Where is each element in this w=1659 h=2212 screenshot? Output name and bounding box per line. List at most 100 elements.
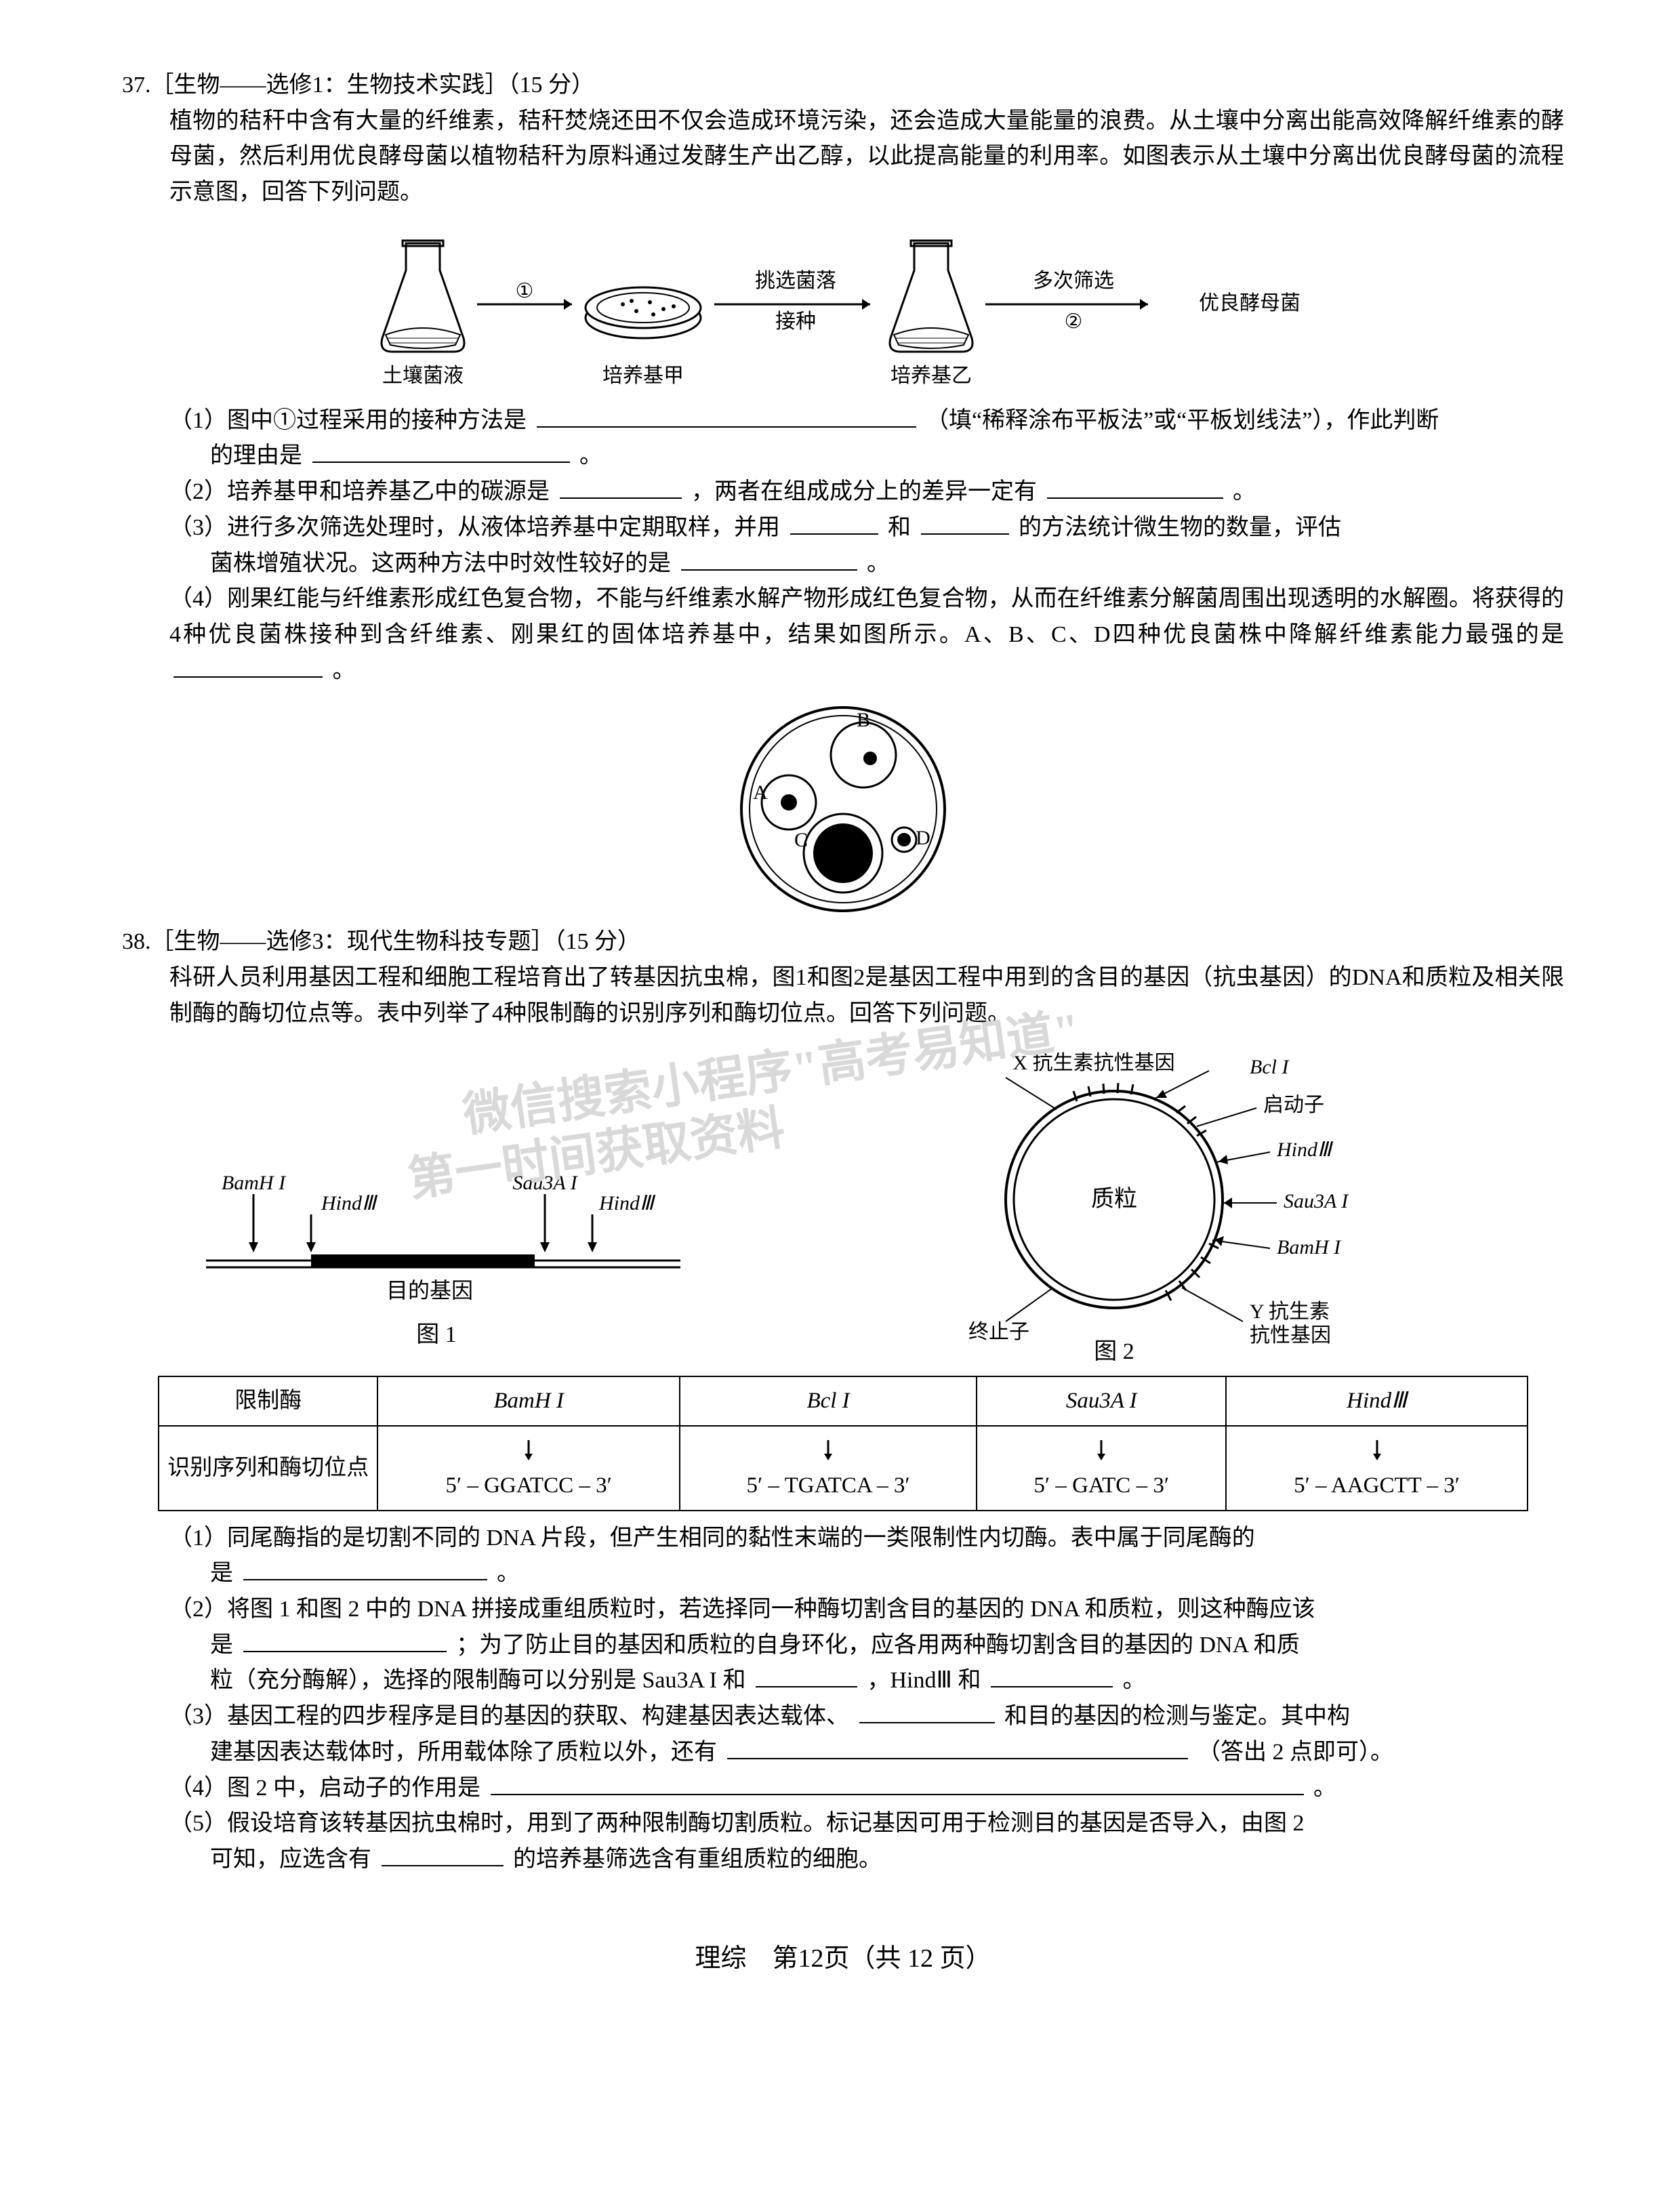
multi-label: 多次筛选 — [1033, 270, 1114, 292]
period: 。 — [579, 443, 602, 468]
q38-s2-a: （2）将图 1 和图 2 中的 DNA 拼接成重组质粒时，若选择同一种酶切割含目… — [169, 1597, 1315, 1622]
q38-s3-c: 建基因表达载体时，所用载体除了质粒以外，还有 — [169, 1740, 717, 1765]
blank — [681, 546, 857, 571]
page-footer: 理综 第12页（共 12 页） — [122, 1939, 1564, 1979]
q38-intro: 科研人员利用基因工程和细胞工程培育出了转基因抗虫棉，图1和图2是基因工程中用到的… — [122, 960, 1564, 1031]
circle1: ① — [516, 280, 534, 302]
q37-s3-c: 菌株增殖状况。这两种方法中时效性较好的是 — [169, 551, 671, 576]
fig1-caption: 图 1 — [416, 1322, 457, 1347]
blank — [991, 1663, 1113, 1687]
q38-s5-a: （5）假设培育该转基因抗虫棉时，用到了两种限制酶切割质粒。标记基因可用于检测目的… — [169, 1811, 1305, 1836]
q37-s4-a: （4）刚果红能与纤维素形成红色复合物，不能与纤维素水解产物形成红色复合物，从而在… — [169, 586, 1564, 647]
blank — [1047, 474, 1223, 499]
blank — [173, 653, 323, 678]
th-seq: 识别序列和酶切位点 — [159, 1426, 377, 1510]
q38-s5-b: 可知，应选含有 — [169, 1847, 371, 1872]
xres: X 抗生素抗性基因 — [1012, 1052, 1174, 1074]
q37-s4: （4）刚果红能与纤维素形成红色复合物，不能与纤维素水解产物形成红色复合物，从而在… — [122, 581, 1564, 689]
blank — [491, 1771, 1304, 1795]
enzyme-table: 限制酶 BamH I Bcl I Sau3A I HindⅢ 识别序列和酶切位点… — [158, 1376, 1528, 1511]
fig2-caption: 图 2 — [1094, 1339, 1134, 1364]
blank — [537, 403, 916, 428]
inoc-label: 接种 — [775, 310, 816, 333]
blank — [243, 1556, 487, 1580]
q38-s2-b: 是 — [169, 1633, 233, 1658]
blank — [859, 1699, 995, 1723]
promoter: 启动子 — [1263, 1094, 1324, 1116]
q37-header: 37.［生物——选修1：生物技术实践］（15 分） — [122, 68, 1564, 104]
q38: 38.［生物——选修3：现代生物科技专题］（15 分） 科研人员利用基因工程和细… — [122, 924, 1564, 1877]
q38-s2-d: 粒（充分酶解），选择的限制酶可以分别是 Sau3A I 和 — [169, 1668, 746, 1693]
q38-s3: （3）基因工程的四步程序是目的基因的获取、构建基因表达载体、 和目的基因的检测与… — [122, 1699, 1564, 1735]
cell-sau: 5′ – GATC – 3′ — [977, 1426, 1226, 1510]
period: 。 — [333, 658, 356, 683]
th-sau: Sau3A I — [977, 1376, 1226, 1426]
period: 。 — [497, 1561, 520, 1586]
label-D: D — [916, 827, 930, 849]
sau-seq: 5′ – GATC – 3′ — [1033, 1473, 1169, 1498]
table-row: 限制酶 BamH I Bcl I Sau3A I HindⅢ — [159, 1376, 1528, 1426]
q37-dish-diagram: B A C D — [122, 701, 1564, 918]
q37-intro: 植物的秸秆中含有大量的纤维素，秸秆焚烧还田不仅会造成环境污染，还会造成大量能量的… — [122, 104, 1564, 211]
yres2: 抗性基因 — [1250, 1324, 1331, 1347]
q38-s1-b: 是 — [169, 1561, 233, 1586]
bam: BamH I — [1277, 1236, 1342, 1258]
q38-s3-b: 和目的基因的检测与鉴定。其中构 — [1004, 1704, 1350, 1729]
q38-s2: （2）将图 1 和图 2 中的 DNA 拼接成重组质粒时，若选择同一种酶切割含目… — [122, 1592, 1564, 1628]
period: 。 — [1122, 1668, 1145, 1693]
q38-s5b: 可知，应选含有 的培养基筛选含有重组质粒的细胞。 — [122, 1842, 1564, 1878]
th-enzyme: 限制酶 — [159, 1376, 377, 1426]
blank — [921, 510, 1009, 535]
period: 。 — [867, 551, 890, 576]
q37-s1: （1）图中①过程采用的接种方法是 （填“稀释涂布平板法”或“平板划线法”），作此… — [122, 403, 1564, 439]
q37-s3-b: 的方法统计微生物的数量，评估 — [1019, 515, 1341, 540]
q38-s4-a: （4）图 2 中，启动子的作用是 — [169, 1776, 480, 1801]
cell-bam: 5′ – GGATCC – 3′ — [377, 1426, 680, 1510]
fig1-target: 目的基因 — [386, 1278, 473, 1303]
q38-s1: （1）同尾酶指的是切割不同的 DNA 片段，但产生相同的黏性末端的一类限制性内切… — [122, 1521, 1564, 1557]
label-A: A — [753, 781, 768, 804]
q37-s1c: 的理由是 。 — [122, 438, 1564, 474]
th-hind: HindⅢ — [1226, 1376, 1528, 1426]
q38-s5-c: 的培养基筛选含有重组质粒的细胞。 — [513, 1847, 882, 1872]
result-label: 优良酵母菌 — [1199, 292, 1300, 314]
q37-s2-a: （2）培养基甲和培养基乙中的碳源是 — [169, 479, 550, 504]
fig1-hind-r: HindⅢ — [598, 1192, 656, 1214]
q38-header: 38.［生物——选修3：现代生物科技专题］（15 分） — [122, 924, 1564, 960]
q37-s1-c: 的理由是 — [169, 443, 302, 468]
q37: 37.［生物——选修1：生物技术实践］（15 分） 植物的秸秆中含有大量的纤维素… — [122, 68, 1564, 918]
th-bcl: Bcl I — [680, 1376, 977, 1426]
blank — [382, 1842, 504, 1866]
q37-s3c: 菌株增殖状况。这两种方法中时效性较好的是 。 — [122, 546, 1564, 582]
q38-s1b: 是 。 — [122, 1556, 1564, 1592]
q37-s3-a: （3）进行多次筛选处理时，从液体培养基中定期取样，并用 — [169, 515, 780, 540]
blank — [727, 1735, 1188, 1759]
circle2: ② — [1065, 310, 1083, 333]
pick-label: 挑选菌落 — [755, 270, 836, 292]
q38-s1-a: （1）同尾酶指的是切割不同的 DNA 片段，但产生相同的黏性末端的一类限制性内切… — [169, 1525, 1255, 1551]
q37-s2-b: ，两者在组成成分上的差异一定有 — [691, 479, 1037, 504]
period: 。 — [1233, 479, 1256, 504]
flask2-label: 培养基乙 — [890, 365, 972, 387]
cell-hind: 5′ – AAGCTT – 3′ — [1226, 1426, 1528, 1510]
blank — [756, 1663, 857, 1687]
bcl: Bcl I — [1250, 1056, 1290, 1078]
plasmid-label: 质粒 — [1091, 1186, 1137, 1212]
blank — [243, 1628, 447, 1652]
q37-s2: （2）培养基甲和培养基乙中的碳源是 ，两者在组成成分上的差异一定有 。 — [122, 474, 1564, 510]
blank — [790, 510, 878, 535]
sau: Sau3A I — [1284, 1190, 1349, 1212]
q38-s3-end: （答出 2 点即可）。 — [1197, 1740, 1393, 1765]
q38-s2b: 是 ；为了防止目的基因和质粒的自身环化，应各用两种酶切割含目的基因的 DNA 和… — [122, 1628, 1564, 1664]
fig1-bam: BamH I — [222, 1172, 287, 1194]
flask1-label: 土壤菌液 — [382, 365, 464, 387]
q37-s3: （3）进行多次筛选处理时，从液体培养基中定期取样，并用 和 的方法统计微生物的数… — [122, 510, 1564, 546]
hind-seq: 5′ – AAGCTT – 3′ — [1294, 1473, 1460, 1498]
bam-seq: 5′ – GGATCC – 3′ — [445, 1473, 611, 1498]
q38-s5: （5）假设培育该转基因抗虫棉时，用到了两种限制酶切割质粒。标记基因可用于检测目的… — [122, 1806, 1564, 1842]
bcl-seq: 5′ – TGATCA – 3′ — [746, 1473, 909, 1498]
q38-s2-c: ；为了防止目的基因和质粒的自身环化，应各用两种酶切割含目的基因的 DNA 和质 — [456, 1633, 1300, 1658]
q37-s3-mid: 和 — [888, 515, 911, 540]
q38-s3c: 建基因表达载体时，所用载体除了质粒以外，还有 （答出 2 点即可）。 — [122, 1735, 1564, 1771]
q37-s1-a: （1）图中①过程采用的接种方法是 — [169, 408, 527, 433]
